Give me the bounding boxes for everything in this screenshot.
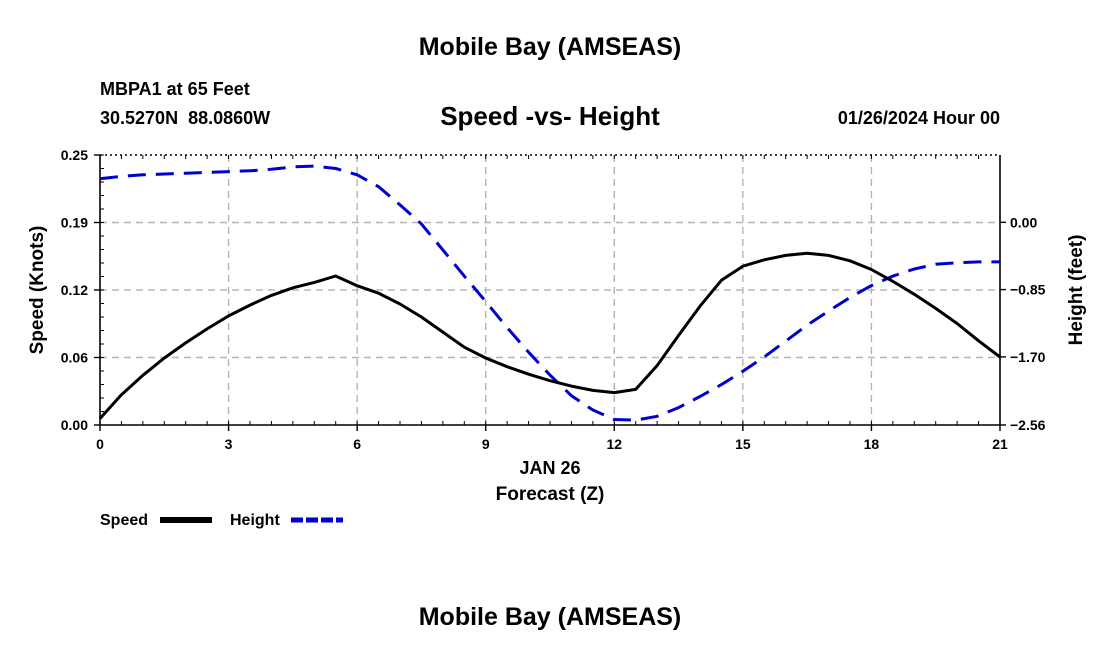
speed-series-line bbox=[98, 251, 1001, 420]
main-title: Mobile Bay (AMSEAS) bbox=[419, 33, 682, 61]
x-tick-label: 3 bbox=[225, 436, 233, 452]
x-tick-label: 6 bbox=[353, 436, 361, 452]
left-tick-label: 0.06 bbox=[61, 350, 88, 366]
right-axis-label: Height (feet) bbox=[1066, 235, 1087, 346]
chart-title: Speed -vs- Height bbox=[440, 101, 660, 131]
right-tick-label: −1.70 bbox=[1010, 349, 1046, 365]
height-series-line bbox=[99, 164, 1000, 422]
x-tick-label: 15 bbox=[735, 436, 751, 452]
forecast-datetime: 01/26/2024 Hour 00 bbox=[838, 108, 1000, 128]
x-tick-label: 21 bbox=[992, 436, 1008, 452]
legend-height-label: Height bbox=[230, 512, 280, 529]
left-tick-label: 0.25 bbox=[61, 147, 88, 163]
footer-title: Mobile Bay (AMSEAS) bbox=[419, 603, 682, 631]
left-tick-label: 0.00 bbox=[61, 417, 88, 433]
x-tick-label: 18 bbox=[864, 436, 880, 452]
x-tick-label: 0 bbox=[96, 436, 104, 452]
x-axis-date-label: JAN 26 bbox=[519, 458, 580, 478]
right-axis-ticks: −2.56 −1.70 −0.85 0.00 bbox=[1000, 214, 1046, 433]
left-axis-ticks: 0.00 0.06 0.12 0.19 0.25 bbox=[61, 147, 100, 433]
station-name: MBPA1 at 65 Feet bbox=[100, 79, 250, 99]
grid bbox=[100, 155, 1000, 425]
station-coordinates: 30.5270N 88.0860W bbox=[100, 108, 270, 128]
left-tick-label: 0.12 bbox=[61, 282, 88, 298]
x-axis-ticks: 0 3 6 9 12 15 18 21 bbox=[96, 425, 1008, 452]
legend: Speed Height bbox=[100, 512, 343, 529]
legend-speed-label: Speed bbox=[100, 512, 148, 529]
left-axis-label: Speed (Knots) bbox=[27, 226, 48, 355]
right-tick-label: −2.56 bbox=[1010, 417, 1046, 433]
x-tick-label: 9 bbox=[482, 436, 490, 452]
x-axis-label: Forecast (Z) bbox=[496, 484, 605, 505]
x-tick-label: 12 bbox=[606, 436, 622, 452]
right-tick-label: −0.85 bbox=[1010, 282, 1046, 298]
right-tick-label: 0.00 bbox=[1010, 214, 1037, 230]
left-tick-label: 0.19 bbox=[61, 215, 88, 231]
